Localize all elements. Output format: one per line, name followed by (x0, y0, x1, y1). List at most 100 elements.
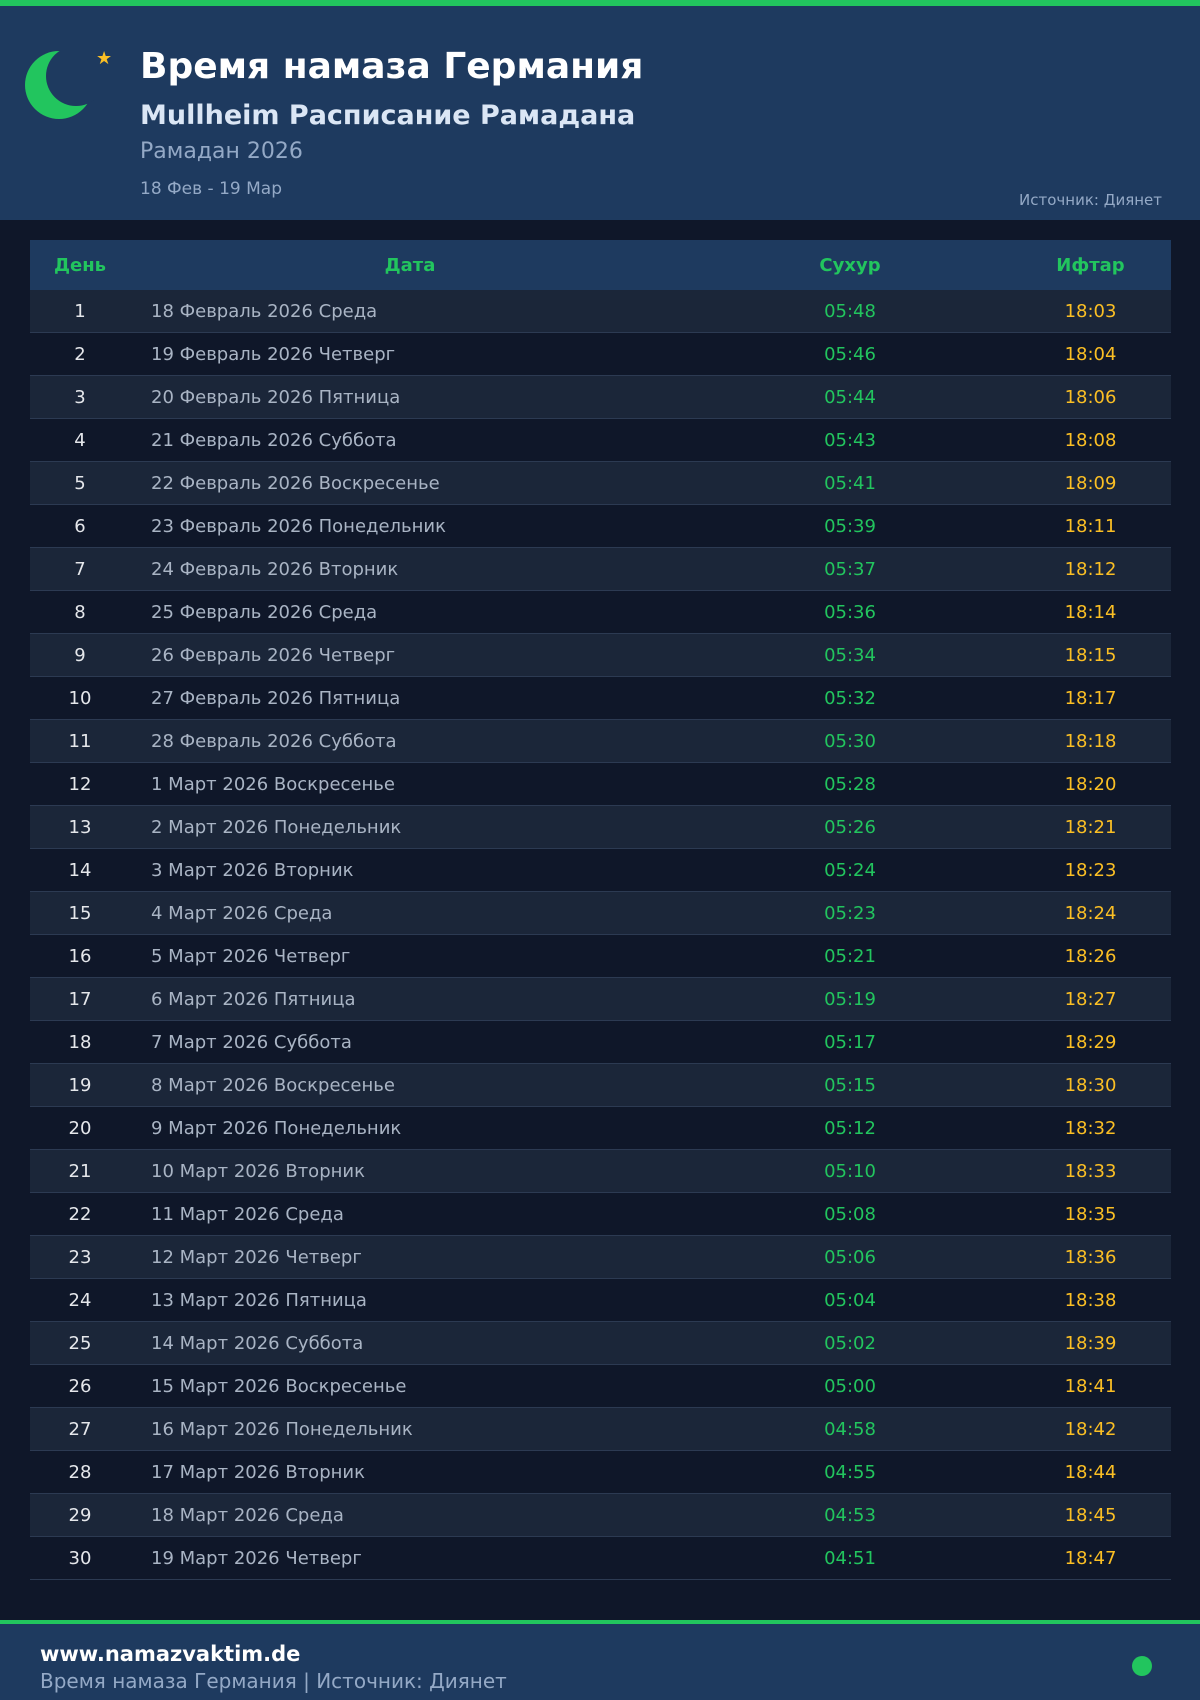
footer: www.namazvaktim.de Время намаза Германия… (0, 1620, 1200, 1700)
cell-suhur: 05:39 (824, 515, 876, 537)
table-row: 27 16 Март 2026 Понедельник 04:58 18:42 (30, 1408, 1171, 1451)
cell-date: 24 Февраль 2026 Вторник (151, 558, 399, 580)
cell-suhur: 05:34 (824, 644, 876, 666)
cell-day: 6 (74, 515, 86, 537)
cell-iftar: 18:04 (1064, 343, 1117, 365)
cell-suhur: 05:10 (824, 1160, 876, 1182)
cell-iftar: 18:26 (1064, 945, 1117, 967)
cell-day: 20 (68, 1117, 92, 1139)
cell-day: 17 (68, 988, 92, 1010)
cell-suhur: 05:44 (824, 386, 876, 408)
cell-date: 22 Февраль 2026 Воскресенье (151, 472, 440, 494)
table-row: 17 6 Март 2026 Пятница 05:19 18:27 (30, 978, 1171, 1021)
cell-date: 3 Март 2026 Вторник (151, 859, 354, 881)
cell-date: 18 Март 2026 Среда (151, 1504, 344, 1526)
table-body: 1 18 Февраль 2026 Среда 05:48 18:03 2 19 Февр… (30, 290, 1171, 1580)
cell-suhur: 05:21 (824, 945, 876, 967)
cell-iftar: 18:15 (1064, 644, 1117, 666)
cell-day: 16 (68, 945, 92, 967)
cell-day: 25 (68, 1332, 92, 1354)
cell-suhur: 05:04 (824, 1289, 876, 1311)
header: ★ Время намаза Германия Mullheim Расписа… (0, 6, 1200, 220)
cell-iftar: 18:18 (1064, 730, 1117, 752)
cell-iftar: 18:27 (1064, 988, 1117, 1010)
col-iftar: Ифтар (1056, 254, 1125, 276)
cell-iftar: 18:09 (1064, 472, 1117, 494)
table-row: 13 2 Март 2026 Понедельник 05:26 18:21 (30, 806, 1171, 849)
table-row: 11 28 Февраль 2026 Суббота 05:30 18:18 (30, 720, 1171, 763)
cell-day: 29 (68, 1504, 92, 1526)
cell-iftar: 18:32 (1064, 1117, 1117, 1139)
star-icon: ★ (96, 48, 113, 69)
cell-date: 18 Февраль 2026 Среда (151, 300, 378, 322)
cell-suhur: 04:55 (824, 1461, 876, 1483)
table-row: 21 10 Март 2026 Вторник 05:10 18:33 (30, 1150, 1171, 1193)
crescent-moon-icon (25, 50, 94, 119)
table-row: 15 4 Март 2026 Среда 05:23 18:24 (30, 892, 1171, 935)
cell-suhur: 04:51 (824, 1547, 876, 1569)
cell-suhur: 05:43 (824, 429, 876, 451)
cell-day: 3 (74, 386, 86, 408)
ramadan-year: Рамадан 2026 (140, 139, 303, 164)
cell-date: 9 Март 2026 Понедельник (151, 1117, 402, 1139)
table-row: 9 26 Февраль 2026 Четверг 05:34 18:15 (30, 634, 1171, 677)
cell-iftar: 18:06 (1064, 386, 1117, 408)
cell-date: 25 Февраль 2026 Среда (151, 601, 378, 623)
cell-iftar: 18:14 (1064, 601, 1117, 623)
cell-suhur: 05:23 (824, 902, 876, 924)
cell-day: 9 (74, 644, 86, 666)
cell-date: 14 Март 2026 Суббота (151, 1332, 364, 1354)
cell-day: 13 (68, 816, 92, 838)
cell-iftar: 18:38 (1064, 1289, 1117, 1311)
cell-day: 30 (68, 1547, 92, 1569)
cell-iftar: 18:08 (1064, 429, 1117, 451)
cell-iftar: 18:03 (1064, 300, 1117, 322)
table-row: 16 5 Март 2026 Четверг 05:21 18:26 (30, 935, 1171, 978)
cell-suhur: 04:53 (824, 1504, 876, 1526)
cell-iftar: 18:21 (1064, 816, 1117, 838)
table-row: 24 13 Март 2026 Пятница 05:04 18:38 (30, 1279, 1171, 1322)
cell-date: 21 Февраль 2026 Суббота (151, 429, 397, 451)
cell-date: 16 Март 2026 Понедельник (151, 1418, 413, 1440)
cell-date: 2 Март 2026 Понедельник (151, 816, 402, 838)
cell-iftar: 18:42 (1064, 1418, 1117, 1440)
col-suhur: Сухур (819, 254, 881, 276)
cell-day: 2 (74, 343, 86, 365)
table-row: 28 17 Март 2026 Вторник 04:55 18:44 (30, 1451, 1171, 1494)
cell-iftar: 18:36 (1064, 1246, 1117, 1268)
table-row: 2 19 Февраль 2026 Четверг 05:46 18:04 (30, 333, 1171, 376)
footer-text: Время намаза Германия | Источник: Диянет (40, 1669, 507, 1693)
cell-suhur: 05:26 (824, 816, 876, 838)
cell-suhur: 05:48 (824, 300, 876, 322)
ramadan-table: День Дата Сухур Ифтар 1 18 Февраль 2026 С… (30, 240, 1171, 1580)
top-accent-bar (0, 0, 1200, 6)
cell-suhur: 05:00 (824, 1375, 876, 1397)
cell-day: 1 (74, 300, 86, 322)
cell-suhur: 05:28 (824, 773, 876, 795)
cell-date: 1 Март 2026 Воскресенье (151, 773, 395, 795)
cell-iftar: 18:33 (1064, 1160, 1117, 1182)
cell-day: 23 (68, 1246, 92, 1268)
cell-iftar: 18:12 (1064, 558, 1117, 580)
cell-day: 26 (68, 1375, 92, 1397)
cell-suhur: 05:19 (824, 988, 876, 1010)
cell-date: 4 Март 2026 Среда (151, 902, 333, 924)
table-row: 14 3 Март 2026 Вторник 05:24 18:23 (30, 849, 1171, 892)
cell-date: 20 Февраль 2026 Пятница (151, 386, 401, 408)
cell-day: 28 (68, 1461, 92, 1483)
table-row: 5 22 Февраль 2026 Воскресенье 05:41 18:09 (30, 462, 1171, 505)
cell-day: 18 (68, 1031, 92, 1053)
table-row: 29 18 Март 2026 Среда 04:53 18:45 (30, 1494, 1171, 1537)
cell-date: 11 Март 2026 Среда (151, 1203, 344, 1225)
cell-day: 24 (68, 1289, 92, 1311)
table-header: День Дата Сухур Ифтар (30, 240, 1171, 290)
table-row: 6 23 Февраль 2026 Понедельник 05:39 18:11 (30, 505, 1171, 548)
cell-day: 11 (68, 730, 92, 752)
footer-site-link[interactable]: www.namazvaktim.de (40, 1642, 301, 1666)
cell-iftar: 18:39 (1064, 1332, 1117, 1354)
cell-date: 7 Март 2026 Суббота (151, 1031, 352, 1053)
cell-day: 19 (68, 1074, 92, 1096)
table-row: 26 15 Март 2026 Воскресенье 05:00 18:41 (30, 1365, 1171, 1408)
cell-day: 22 (68, 1203, 92, 1225)
page-title: Время намаза Германия (140, 46, 644, 87)
